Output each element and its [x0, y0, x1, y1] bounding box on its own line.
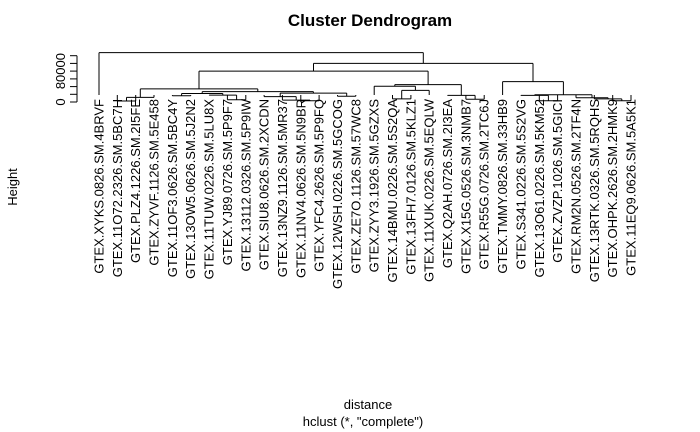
- hclust-method-label: hclust (*, "complete"): [303, 414, 424, 429]
- leaf-label: GTEX.13O61.0226.SM.5KM52: [532, 99, 547, 277]
- leaf-label: GTEX.14BMU.0226.SM.5S2QA: [385, 99, 400, 283]
- leaf-label: GTEX.ZVZP.1026.SM.5GICI: [550, 99, 565, 263]
- leaf-label: GTEX.Q2AH.0726.SM.2I3EA: [440, 99, 455, 268]
- leaf-label: GTEX.13112.0326.SM.5P9IW: [238, 98, 253, 271]
- leaf-label: GTEX.13NZ9.1126.SM.5MR37: [275, 99, 290, 277]
- leaf-label: GTEX.11TUW.0226.SM.5LU8X: [202, 99, 217, 280]
- leaf-label: GTEX.RM2N.0526.SM.2TF4N: [569, 99, 584, 274]
- x-axis-label: distance: [344, 397, 392, 412]
- leaf-label: GTEX.XYKS.0826.SM.4BRVF: [92, 99, 107, 274]
- leaf-label: GTEX.11OF3.0626.SM.5BC4Y: [165, 99, 180, 278]
- leaf-label: GTEX.11NV4.0626.SM.5N9BR: [293, 99, 308, 278]
- leaf-label: GTEX.YJ89.0726.SM.5P9F7: [220, 99, 235, 265]
- leaf-label: GTEX.11XUK.0226.SM.5EQLW: [422, 98, 437, 282]
- leaf-label: GTEX.R55G.0726.SM.2TC6J: [477, 99, 492, 270]
- leaf-label: GTEX.SIU8.0626.SM.2XCDN: [257, 99, 272, 270]
- leaf-label: GTEX.12WSH.0226.SM.5GCOG: [330, 99, 345, 289]
- leaf-label: GTEX.X15G.0526.SM.3NMB7: [458, 99, 473, 274]
- leaf-label: GTEX.S341.0226.SM.5S2VG: [513, 99, 528, 270]
- leaf-label: GTEX.YFC4.2626.SM.5P9FQ: [312, 99, 327, 272]
- leaf-label: GTEX.13FH7.0126.SM.5KLZ1: [403, 99, 418, 275]
- leaf-label: GTEX.13RTK.0326.SM.5RQHS: [587, 99, 602, 283]
- chart-title: Cluster Dendrogram: [288, 11, 452, 30]
- leaf-label: GTEX.ZYY3.1926.SM.5GZXS: [367, 99, 382, 273]
- leaf-label: GTEX.ZYVF.1126.SM.5E458: [147, 99, 162, 266]
- leaf-label: GTEX.PLZ4.1226.SM.2I5FE: [128, 99, 143, 263]
- leaf-label: GTEX.ZE7O.1126.SM.57WC8: [348, 99, 363, 274]
- leaf-labels: GTEX.XYKS.0826.SM.4BRVF GTEX.11O72.2326.S…: [92, 98, 639, 289]
- leaf-label: GTEX.13OW5.0626.SM.5J2N2: [183, 99, 198, 279]
- leaf-label: GTEX.OHPK.2626.SM.2HMK9: [605, 99, 620, 277]
- y-axis: 0 80000: [53, 53, 78, 106]
- y-tick-label: 80000: [53, 53, 68, 89]
- leaf-label: GTEX.11O72.2326.SM.5BC7H: [110, 99, 125, 277]
- y-tick-label: 0: [53, 98, 68, 105]
- leaf-label: GTEX.TMMY.0826.SM.33HB9: [495, 99, 510, 274]
- y-axis-label: Height: [5, 168, 20, 206]
- dendrogram-tree: [98, 52, 632, 102]
- leaf-label: GTEX.11EQ9.0626.SM.5A5K1: [624, 99, 639, 276]
